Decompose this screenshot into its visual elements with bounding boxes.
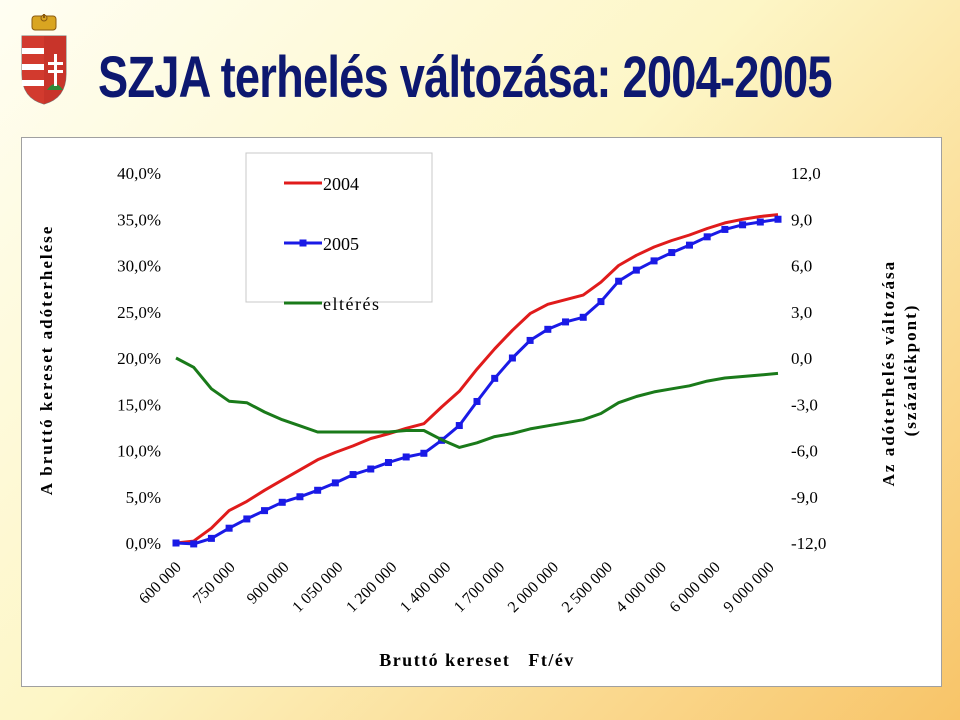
data-point	[685, 241, 693, 249]
legend-label: 2005	[323, 234, 359, 254]
x-tick-label: 4 000 000	[613, 559, 670, 616]
x-tick-label: 1 200 000	[343, 559, 400, 616]
x-tick-label: 2 500 000	[559, 559, 616, 616]
y-axis-right-label: Az adóterhelés változása (százalékpont)	[879, 254, 920, 487]
x-tick-label: 1 400 000	[397, 559, 454, 616]
data-point	[349, 471, 357, 479]
legend-item-1: 2004	[284, 174, 359, 194]
x-tick-label: 900 000	[244, 559, 293, 608]
data-point	[562, 318, 570, 326]
x-tick-label: 6 000 000	[667, 559, 724, 616]
x-tick-label: 600 000	[136, 559, 185, 608]
data-point	[597, 298, 605, 306]
y-left-tick-label: 25,0%	[117, 303, 161, 322]
data-point	[402, 453, 410, 461]
data-point	[243, 515, 251, 523]
legend-item-2: 2005	[284, 234, 359, 254]
left-axis-ticks: 0,0% 5,0% 10,0% 15,0% 20,0% 25,0% 30,0% 35,0% 40…	[117, 164, 161, 553]
y-right-tick-label: 6,0	[791, 257, 812, 276]
data-point	[703, 233, 711, 241]
data-point	[261, 507, 269, 515]
data-point	[721, 225, 729, 233]
series-layer	[172, 213, 782, 548]
data-point	[632, 266, 640, 274]
data-point	[367, 465, 375, 473]
legend-item-3: eltérés	[284, 294, 380, 314]
x-tick-label: 1 050 000	[289, 559, 346, 616]
data-point	[650, 257, 658, 265]
right-axis-ticks: -12,0 -9,0 -6,0 -3,0 0,0 3,0 6,0 9,0 12,0	[791, 164, 826, 553]
x-tick-label: 9 000 000	[720, 559, 777, 616]
data-point	[756, 218, 764, 226]
data-point	[508, 354, 516, 362]
x-tick-label: 750 000	[190, 559, 239, 608]
y-left-tick-label: 5,0%	[126, 488, 161, 507]
data-point	[579, 313, 587, 321]
y-left-tick-label: 35,0%	[117, 210, 161, 229]
data-point	[544, 325, 552, 333]
y-right-tick-label: -3,0	[791, 395, 818, 414]
y-left-tick-label: 10,0%	[117, 442, 161, 461]
data-point	[314, 486, 322, 494]
legend-box	[245, 152, 433, 303]
series-1	[175, 213, 779, 545]
data-point	[491, 374, 499, 382]
y-left-tick-label: 30,0%	[117, 257, 161, 276]
data-point	[172, 539, 180, 547]
y-right-tick-label: -6,0	[791, 442, 818, 461]
y-left-tick-label: 40,0%	[117, 164, 161, 183]
legend-marker	[299, 239, 307, 247]
y-right-tick-label: 12,0	[791, 164, 821, 183]
legend-label: 2004	[323, 174, 359, 194]
data-point	[384, 459, 392, 467]
y-right-tick-label: 9,0	[791, 210, 812, 229]
legend: 2004 2005 eltérés	[284, 174, 380, 314]
data-point	[296, 493, 304, 501]
y-right-tick-label: 0,0	[791, 349, 812, 368]
series-line-3	[175, 356, 779, 449]
data-point	[420, 449, 428, 457]
x-tick-label: 2 000 000	[505, 559, 562, 616]
data-point	[739, 221, 747, 229]
y-right-tick-label: -12,0	[791, 534, 826, 553]
data-point	[668, 249, 676, 257]
y-axis-left-label: A bruttó kereset adóterhelése	[37, 225, 56, 496]
data-point	[473, 397, 481, 405]
data-point	[615, 277, 623, 285]
legend-label: eltérés	[323, 294, 380, 314]
data-point	[774, 215, 782, 223]
series-3	[175, 356, 779, 449]
data-point	[526, 336, 534, 344]
data-point	[331, 479, 339, 487]
series-2	[172, 215, 782, 548]
hungarian-coat-of-arms-icon	[21, 14, 67, 105]
y-left-tick-label: 15,0%	[117, 395, 161, 414]
x-tick-label: 1 700 000	[451, 559, 508, 616]
data-point	[190, 540, 198, 548]
data-point	[207, 534, 215, 542]
data-point	[225, 524, 233, 532]
x-axis-label: Bruttó kereset Ft/év	[379, 650, 575, 670]
y-right-tick-label: -9,0	[791, 488, 818, 507]
chart-panel: 0,0% 5,0% 10,0% 15,0% 20,0% 25,0% 30,0% 35,0% 40…	[21, 137, 942, 687]
data-point	[455, 422, 463, 430]
y-left-tick-label: 20,0%	[117, 349, 161, 368]
series-line-1	[175, 213, 779, 545]
y-left-tick-label: 0,0%	[126, 534, 161, 553]
data-point	[278, 498, 286, 506]
y-right-tick-label: 3,0	[791, 303, 812, 322]
slide-title: SZJA terhelés változása: 2004-2005	[98, 45, 833, 110]
chart: 0,0% 5,0% 10,0% 15,0% 20,0% 25,0% 30,0% 35,0% 40…	[37, 152, 920, 670]
